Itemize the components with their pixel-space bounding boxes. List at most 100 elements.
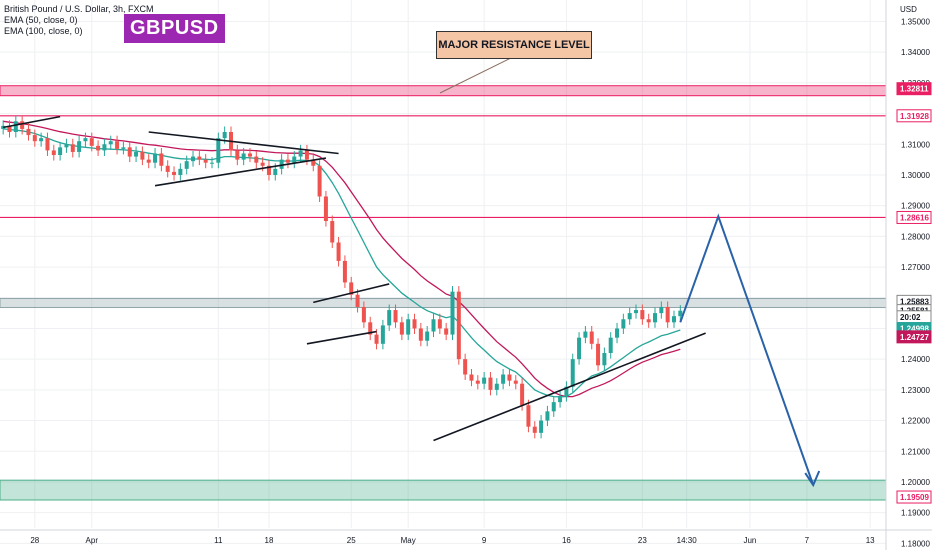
price-tick-label: 1.22000 xyxy=(901,417,930,426)
candle-body xyxy=(608,337,613,354)
candle-body xyxy=(627,313,632,320)
candle-body xyxy=(254,156,259,163)
candle-body xyxy=(399,322,404,335)
mid-zone-zone xyxy=(0,297,887,309)
price-label-box xyxy=(896,109,932,123)
candle-body xyxy=(13,121,18,132)
candle-body xyxy=(469,374,474,381)
candle-body xyxy=(121,147,126,149)
candle-body xyxy=(172,171,177,175)
candle-body xyxy=(621,319,626,329)
candle-body xyxy=(602,353,607,366)
price-tick-label: 1.31000 xyxy=(901,140,930,149)
projection-arrowhead xyxy=(804,470,821,488)
candle-body xyxy=(153,153,158,163)
candle-body xyxy=(165,165,170,172)
candle-body xyxy=(526,405,531,427)
candle-body xyxy=(64,144,69,148)
price-tick-label: 1.27000 xyxy=(901,263,930,272)
candle-body xyxy=(70,144,75,152)
legend-ema100: EMA (100, close, 0) xyxy=(4,26,83,36)
candle-body xyxy=(247,153,252,157)
candle-body xyxy=(671,316,676,323)
candle-body xyxy=(342,260,347,283)
price-tick-label: 1.34000 xyxy=(901,48,930,57)
candle-body xyxy=(425,331,430,341)
candle-body xyxy=(640,310,645,320)
candle-body xyxy=(39,138,44,142)
candle-body xyxy=(349,282,354,295)
candle-body xyxy=(596,343,601,366)
time-tick-label: 18 xyxy=(265,536,274,545)
candle-body xyxy=(418,328,423,341)
candle-body xyxy=(203,159,208,163)
candle-body xyxy=(336,242,341,261)
candle-body xyxy=(210,162,215,164)
candle-body xyxy=(463,359,468,375)
price-label-text: 1.25883 xyxy=(900,297,929,306)
candle-body xyxy=(216,138,221,163)
candle-body xyxy=(355,294,360,307)
candle-body xyxy=(134,151,139,157)
candle-body xyxy=(317,165,322,197)
candle-body xyxy=(520,383,525,406)
legend-symbol: British Pound / U.S. Dollar, 3h, FXCM xyxy=(4,4,154,14)
candle-body xyxy=(26,128,31,136)
triangle-upper xyxy=(148,131,339,155)
level-zones xyxy=(0,85,887,501)
candle-body xyxy=(488,377,493,390)
candle-body xyxy=(659,306,664,314)
price-label-text: 1.32811 xyxy=(900,85,929,94)
candle-body xyxy=(285,159,290,163)
candle-body xyxy=(7,125,12,132)
candle-body xyxy=(311,159,316,166)
candle-body xyxy=(77,141,82,152)
candle-body xyxy=(646,319,651,323)
price-label-text: 20:02 xyxy=(900,313,921,322)
time-tick-label: 16 xyxy=(562,536,571,545)
candle-body xyxy=(501,374,506,384)
time-tick-label: 7 xyxy=(805,536,810,545)
candle-body xyxy=(494,383,499,390)
price-tick-label: 1.30000 xyxy=(901,171,930,180)
time-tick-label: 13 xyxy=(866,536,875,545)
candle-body xyxy=(539,420,544,433)
candle-body xyxy=(235,150,240,160)
candle-body xyxy=(58,147,63,156)
candle-body xyxy=(589,331,594,344)
candle-body xyxy=(577,337,582,360)
candles xyxy=(1,115,683,439)
price-label-text: 1.31928 xyxy=(900,112,929,121)
candle-body xyxy=(127,147,132,157)
symbol-badge: GBPUSD xyxy=(124,14,225,43)
candle-body xyxy=(184,161,189,169)
candle-body xyxy=(513,380,518,384)
price-tick-label: 1.24000 xyxy=(901,355,930,364)
candle-body xyxy=(45,138,50,151)
candle-body xyxy=(583,331,588,338)
candle-body xyxy=(159,153,164,166)
candle-body xyxy=(178,168,183,175)
candle-body xyxy=(279,159,284,169)
time-tick-label: 23 xyxy=(638,536,647,545)
candle-body xyxy=(507,374,512,381)
candle-body xyxy=(431,319,436,332)
candle-body xyxy=(146,159,151,163)
candle-body xyxy=(323,196,328,222)
candle-body xyxy=(551,402,556,412)
candle-body xyxy=(653,313,658,323)
time-tick-label: 25 xyxy=(347,536,356,545)
triangle-lower xyxy=(154,157,327,187)
candle-body xyxy=(304,150,309,160)
legend: British Pound / U.S. Dollar, 3h, FXCM EM… xyxy=(4,4,154,37)
time-tick-label: Apr xyxy=(86,536,99,545)
candle-body xyxy=(387,310,392,326)
candle-body xyxy=(83,138,88,142)
price-label-box xyxy=(896,490,932,504)
price-tick-label: 1.28000 xyxy=(901,232,930,241)
candle-body xyxy=(140,151,145,160)
price-tick-label: 1.18000 xyxy=(901,539,930,548)
candle-body xyxy=(482,377,487,384)
